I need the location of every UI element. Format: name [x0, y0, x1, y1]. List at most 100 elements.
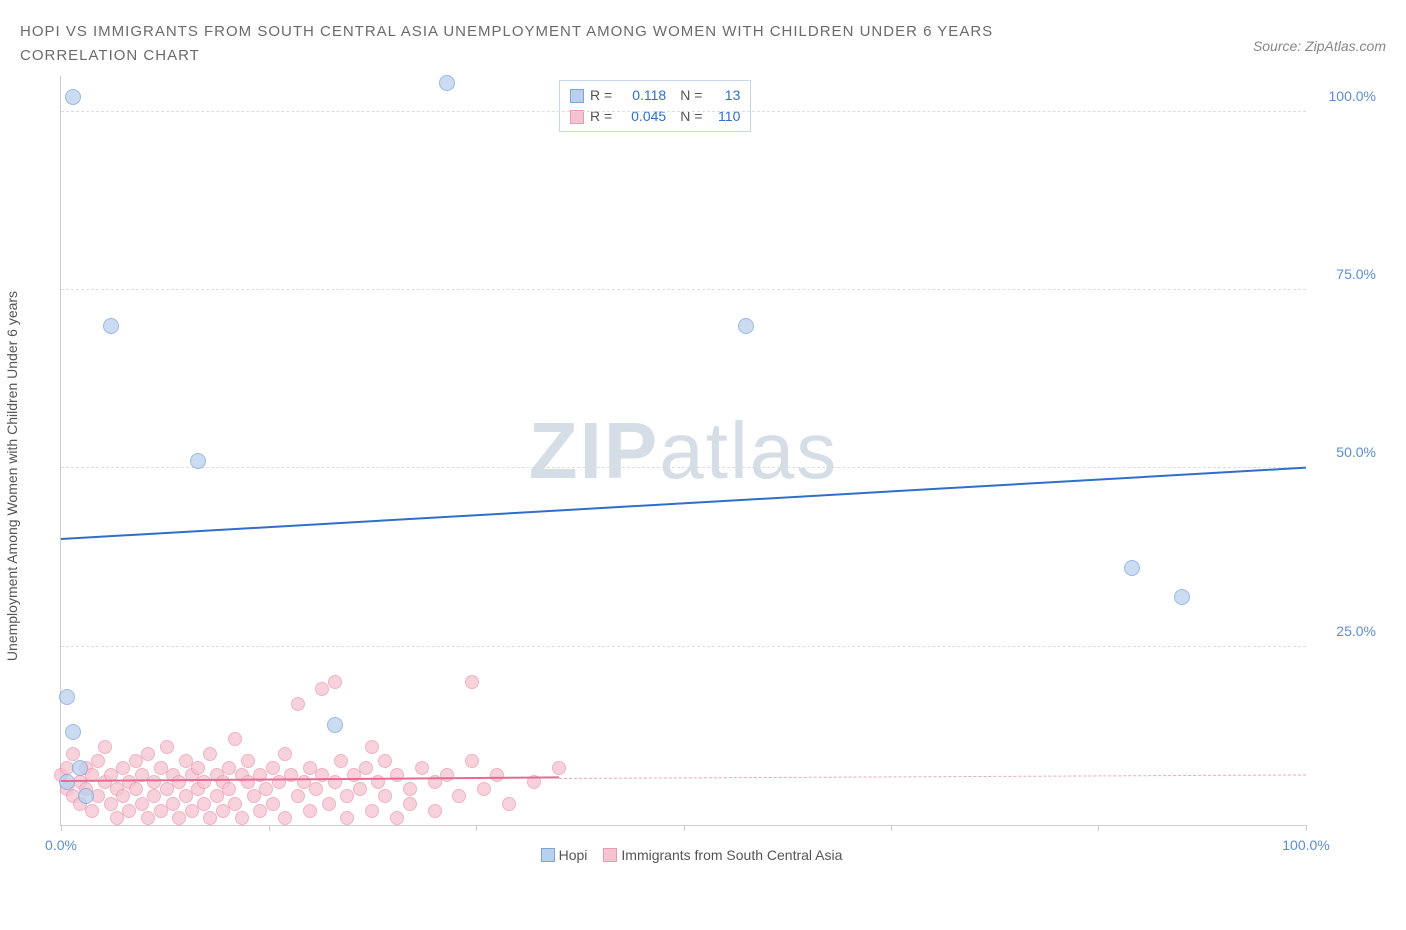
y-tick-label: 50.0%: [1316, 444, 1376, 460]
data-point: [65, 724, 81, 740]
data-point: [235, 811, 249, 825]
source-attribution: Source: ZipAtlas.com: [1253, 38, 1386, 54]
data-point: [303, 804, 317, 818]
data-point: [59, 689, 75, 705]
legend-n-value: 13: [708, 85, 740, 106]
data-point: [91, 754, 105, 768]
watermark-atlas: atlas: [659, 406, 838, 495]
x-tick-label: 0.0%: [45, 837, 77, 853]
data-point: [309, 782, 323, 796]
data-point: [228, 797, 242, 811]
trend-line: [61, 466, 1306, 539]
data-point: [378, 789, 392, 803]
data-point: [141, 747, 155, 761]
legend-swatch: [603, 848, 617, 862]
plot-area: ZIPatlas R =0.118N =13R =0.045N =110 Hop…: [60, 76, 1306, 826]
legend-n-label: N =: [680, 106, 702, 127]
data-point: [78, 788, 94, 804]
y-tick-label: 25.0%: [1316, 623, 1376, 639]
data-point: [203, 747, 217, 761]
y-tick-label: 100.0%: [1316, 88, 1376, 104]
x-tick: [684, 825, 685, 831]
legend-stat-row: R = 0.118 N = 13: [570, 85, 740, 106]
data-point: [490, 768, 504, 782]
data-point: [103, 318, 119, 334]
data-point: [365, 804, 379, 818]
data-point: [291, 789, 305, 803]
data-point: [266, 761, 280, 775]
legend-stat-row: R =0.045N =110: [570, 106, 740, 127]
legend-series-label: Hopi: [559, 847, 588, 863]
trend-line: [559, 774, 1306, 779]
grid-line: [61, 289, 1306, 290]
data-point: [278, 811, 292, 825]
x-tick: [1098, 825, 1099, 831]
legend-r-label: R =: [590, 85, 612, 106]
data-point: [222, 782, 236, 796]
y-tick-label: 75.0%: [1316, 266, 1376, 282]
data-point: [353, 782, 367, 796]
data-point: [66, 747, 80, 761]
x-tick: [61, 825, 62, 831]
data-point: [465, 675, 479, 689]
data-point: [440, 768, 454, 782]
data-point: [415, 761, 429, 775]
grid-line: [61, 111, 1306, 112]
watermark-zip: ZIP: [529, 406, 659, 495]
watermark: ZIPatlas: [529, 405, 838, 497]
legend-n-label: N =: [680, 85, 702, 106]
grid-line: [61, 646, 1306, 647]
chart-title: HOPI VS IMMIGRANTS FROM SOUTH CENTRAL AS…: [20, 20, 993, 68]
data-point: [403, 797, 417, 811]
data-point: [390, 768, 404, 782]
data-point: [465, 754, 479, 768]
data-point: [65, 89, 81, 105]
title-line2: CORRELATION CHART: [20, 47, 200, 64]
data-point: [452, 789, 466, 803]
data-point: [340, 811, 354, 825]
data-point: [403, 782, 417, 796]
data-point: [1174, 589, 1190, 605]
data-point: [191, 761, 205, 775]
legend-swatch: [570, 89, 584, 103]
data-point: [428, 804, 442, 818]
data-point: [552, 761, 566, 775]
y-axis-label: Unemployment Among Women with Children U…: [4, 291, 20, 661]
data-point: [291, 697, 305, 711]
data-point: [241, 754, 255, 768]
data-point: [72, 760, 88, 776]
data-point: [477, 782, 491, 796]
data-point: [365, 740, 379, 754]
data-point: [278, 747, 292, 761]
legend-r-label: R =: [590, 106, 612, 127]
legend-r-value: 0.118: [618, 85, 666, 106]
x-tick-label: 100.0%: [1282, 837, 1329, 853]
data-point: [59, 774, 75, 790]
x-tick: [476, 825, 477, 831]
data-point: [322, 797, 336, 811]
data-point: [327, 717, 343, 733]
legend-swatch: [541, 848, 555, 862]
data-point: [439, 75, 455, 91]
legend-r-value: 0.045: [618, 106, 666, 127]
data-point: [738, 318, 754, 334]
data-point: [359, 761, 373, 775]
data-point: [129, 782, 143, 796]
legend-series: Hopi Immigrants from South Central Asia: [61, 847, 1306, 863]
x-tick: [269, 825, 270, 831]
data-point: [160, 740, 174, 754]
data-point: [378, 754, 392, 768]
data-point: [190, 453, 206, 469]
data-point: [502, 797, 516, 811]
legend-stats: R =0.118N =13R =0.045N =110: [559, 80, 751, 132]
legend-series-label: Immigrants from South Central Asia: [621, 847, 842, 863]
data-point: [1124, 560, 1140, 576]
data-point: [85, 804, 99, 818]
x-tick: [1306, 825, 1307, 831]
x-tick: [891, 825, 892, 831]
grid-line: [61, 467, 1306, 468]
data-point: [266, 797, 280, 811]
title-line1: HOPI VS IMMIGRANTS FROM SOUTH CENTRAL AS…: [20, 23, 993, 40]
data-point: [228, 732, 242, 746]
data-point: [328, 675, 342, 689]
